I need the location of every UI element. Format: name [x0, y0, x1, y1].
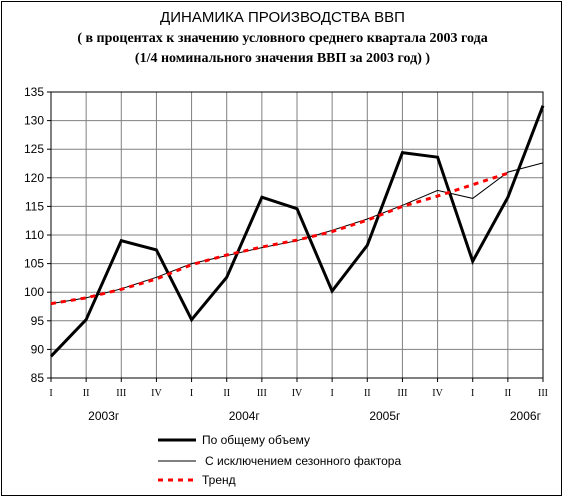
series-group — [49, 105, 545, 358]
x-tick-label: II — [223, 388, 230, 399]
y-axis: 85 90 95 100 105 110 115 120 125 130 135 — [24, 85, 51, 385]
y-tick-label: 115 — [25, 199, 44, 213]
y-tick-label: 105 — [24, 257, 44, 271]
x-tick-label: IV — [292, 388, 303, 399]
legend: По общему объему С исключением сезонного… — [158, 433, 401, 487]
y-tick-label: 125 — [24, 142, 44, 156]
x-tick-label: II — [364, 388, 371, 399]
x-tick-label: I — [49, 388, 52, 399]
y-tick-label: 135 — [24, 85, 44, 99]
legend-label-seasonal: С исключением сезонного фактора — [205, 454, 401, 468]
y-tick-label: 110 — [25, 228, 44, 242]
x-tick-label: II — [83, 388, 90, 399]
x-tick-label: I — [190, 388, 193, 399]
chart-title: ДИНАМИКА ПРОИЗВОДСТВА ВВП — [160, 9, 405, 26]
x-year-label: 2006г — [510, 409, 542, 423]
legend-label-trend: Тренд — [202, 473, 236, 487]
grid — [51, 92, 543, 378]
series-line-0 — [49, 105, 545, 358]
series-line-2 — [50, 171, 509, 306]
x-tick-label: III — [538, 388, 548, 399]
y-tick-label: 90 — [31, 342, 45, 356]
y-tick-label: 100 — [24, 285, 44, 299]
x-tick-label: III — [116, 388, 126, 399]
x-tick-label: III — [397, 388, 407, 399]
x-year-label: 2003г — [88, 409, 120, 423]
y-tick-label: 130 — [24, 114, 44, 128]
x-tick-label: I — [330, 388, 333, 399]
x-year-label: 2005г — [369, 409, 401, 423]
x-tick-label: II — [505, 388, 512, 399]
x-tick-label: I — [471, 388, 474, 399]
y-tick-label: 85 — [31, 371, 45, 385]
y-tick-label: 120 — [24, 171, 44, 185]
y-tick-label: 95 — [31, 314, 45, 328]
x-tick-label: IV — [151, 388, 162, 399]
chart-subtitle-line1: ( в процентах к значению условного средн… — [77, 31, 488, 46]
chart-subtitle-line2: (1/4 номинального значения ВВП за 2003 г… — [134, 51, 431, 66]
x-tick-label: III — [257, 388, 267, 399]
x-tick-label: IV — [432, 388, 443, 399]
x-year-label: 2004г — [229, 409, 261, 423]
legend-label-total: По общему объему — [202, 433, 310, 447]
